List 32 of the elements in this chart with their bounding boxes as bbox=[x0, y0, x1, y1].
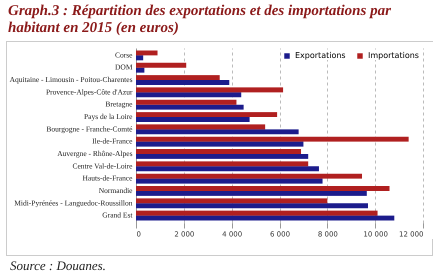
bar bbox=[136, 104, 244, 110]
bar bbox=[136, 75, 220, 80]
bar bbox=[136, 124, 266, 130]
bar bbox=[136, 190, 367, 196]
legend-label: Importations bbox=[368, 51, 419, 60]
bar bbox=[136, 166, 319, 172]
chart-title: Graph.3 : Répartition des exportations et des importations par habitant en 2015 (en euros) bbox=[7, 2, 392, 37]
bar bbox=[136, 80, 230, 85]
bar bbox=[136, 198, 328, 204]
bar bbox=[136, 174, 362, 179]
bar bbox=[136, 154, 308, 159]
bar bbox=[136, 92, 242, 98]
bar bbox=[136, 178, 323, 184]
bar bbox=[136, 100, 236, 105]
bar bbox=[136, 50, 158, 56]
bar bbox=[136, 216, 394, 221]
bar bbox=[136, 62, 186, 68]
bar bbox=[136, 186, 390, 191]
source-note: Source : Douanes. bbox=[9, 257, 107, 272]
bar bbox=[136, 87, 284, 92]
bar bbox=[136, 112, 278, 118]
bar bbox=[136, 117, 250, 122]
bar bbox=[136, 68, 144, 73]
legend-label: Exportations bbox=[295, 51, 346, 60]
bar bbox=[136, 203, 368, 208]
bar bbox=[136, 55, 144, 60]
bar bbox=[136, 161, 308, 166]
bar bbox=[136, 129, 299, 134]
bar bbox=[136, 149, 302, 154]
bar bbox=[136, 136, 409, 142]
bar bbox=[136, 142, 304, 147]
bar bbox=[136, 210, 378, 216]
